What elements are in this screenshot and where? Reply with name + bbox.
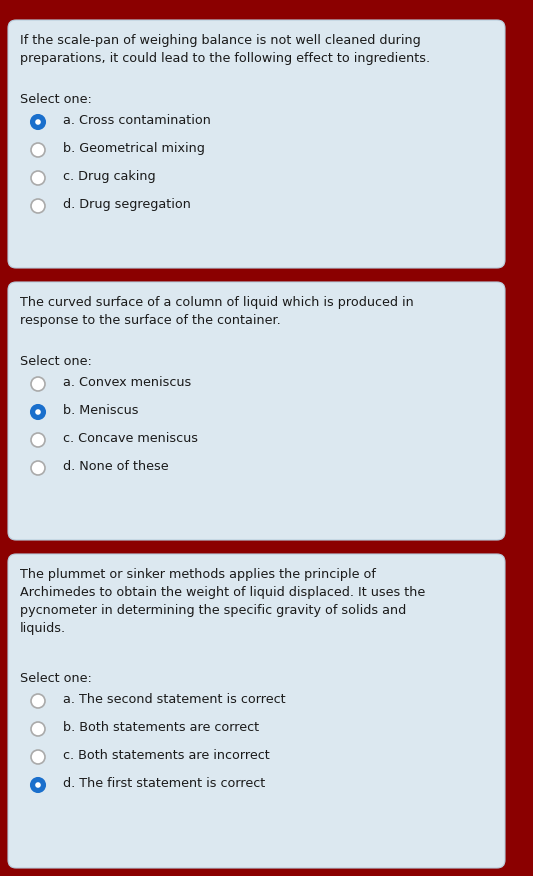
Text: a. Convex meniscus: a. Convex meniscus [63,376,191,389]
Text: The curved surface of a column of liquid which is produced in
response to the su: The curved surface of a column of liquid… [20,296,414,327]
Circle shape [31,722,45,736]
Circle shape [31,778,45,792]
Circle shape [31,405,45,419]
Circle shape [31,115,45,129]
Circle shape [31,143,45,157]
Text: d. The first statement is correct: d. The first statement is correct [63,777,265,790]
Circle shape [31,750,45,764]
Text: a. Cross contamination: a. Cross contamination [63,114,211,127]
Circle shape [31,199,45,213]
Text: d. None of these: d. None of these [63,460,168,473]
Circle shape [31,377,45,391]
Text: b. Both statements are correct: b. Both statements are correct [63,721,259,734]
Text: The plummet or sinker methods applies the principle of
Archimedes to obtain the : The plummet or sinker methods applies th… [20,568,425,635]
Text: c. Drug caking: c. Drug caking [63,170,156,183]
Text: d. Drug segregation: d. Drug segregation [63,198,191,211]
Circle shape [31,433,45,447]
Text: b. Meniscus: b. Meniscus [63,404,139,417]
Text: a. The second statement is correct: a. The second statement is correct [63,693,286,706]
Text: If the scale-pan of weighing balance is not well cleaned during
preparations, it: If the scale-pan of weighing balance is … [20,34,430,65]
FancyBboxPatch shape [8,20,505,268]
Text: Select one:: Select one: [20,355,92,368]
Circle shape [35,782,41,788]
Text: b. Geometrical mixing: b. Geometrical mixing [63,142,205,155]
Circle shape [35,409,41,415]
Circle shape [35,119,41,124]
Text: Select one:: Select one: [20,93,92,106]
Text: Select one:: Select one: [20,672,92,685]
Text: c. Concave meniscus: c. Concave meniscus [63,432,198,445]
Circle shape [31,171,45,185]
FancyBboxPatch shape [8,282,505,540]
Text: c. Both statements are incorrect: c. Both statements are incorrect [63,749,270,762]
FancyBboxPatch shape [8,554,505,868]
Circle shape [31,461,45,475]
Circle shape [31,694,45,708]
